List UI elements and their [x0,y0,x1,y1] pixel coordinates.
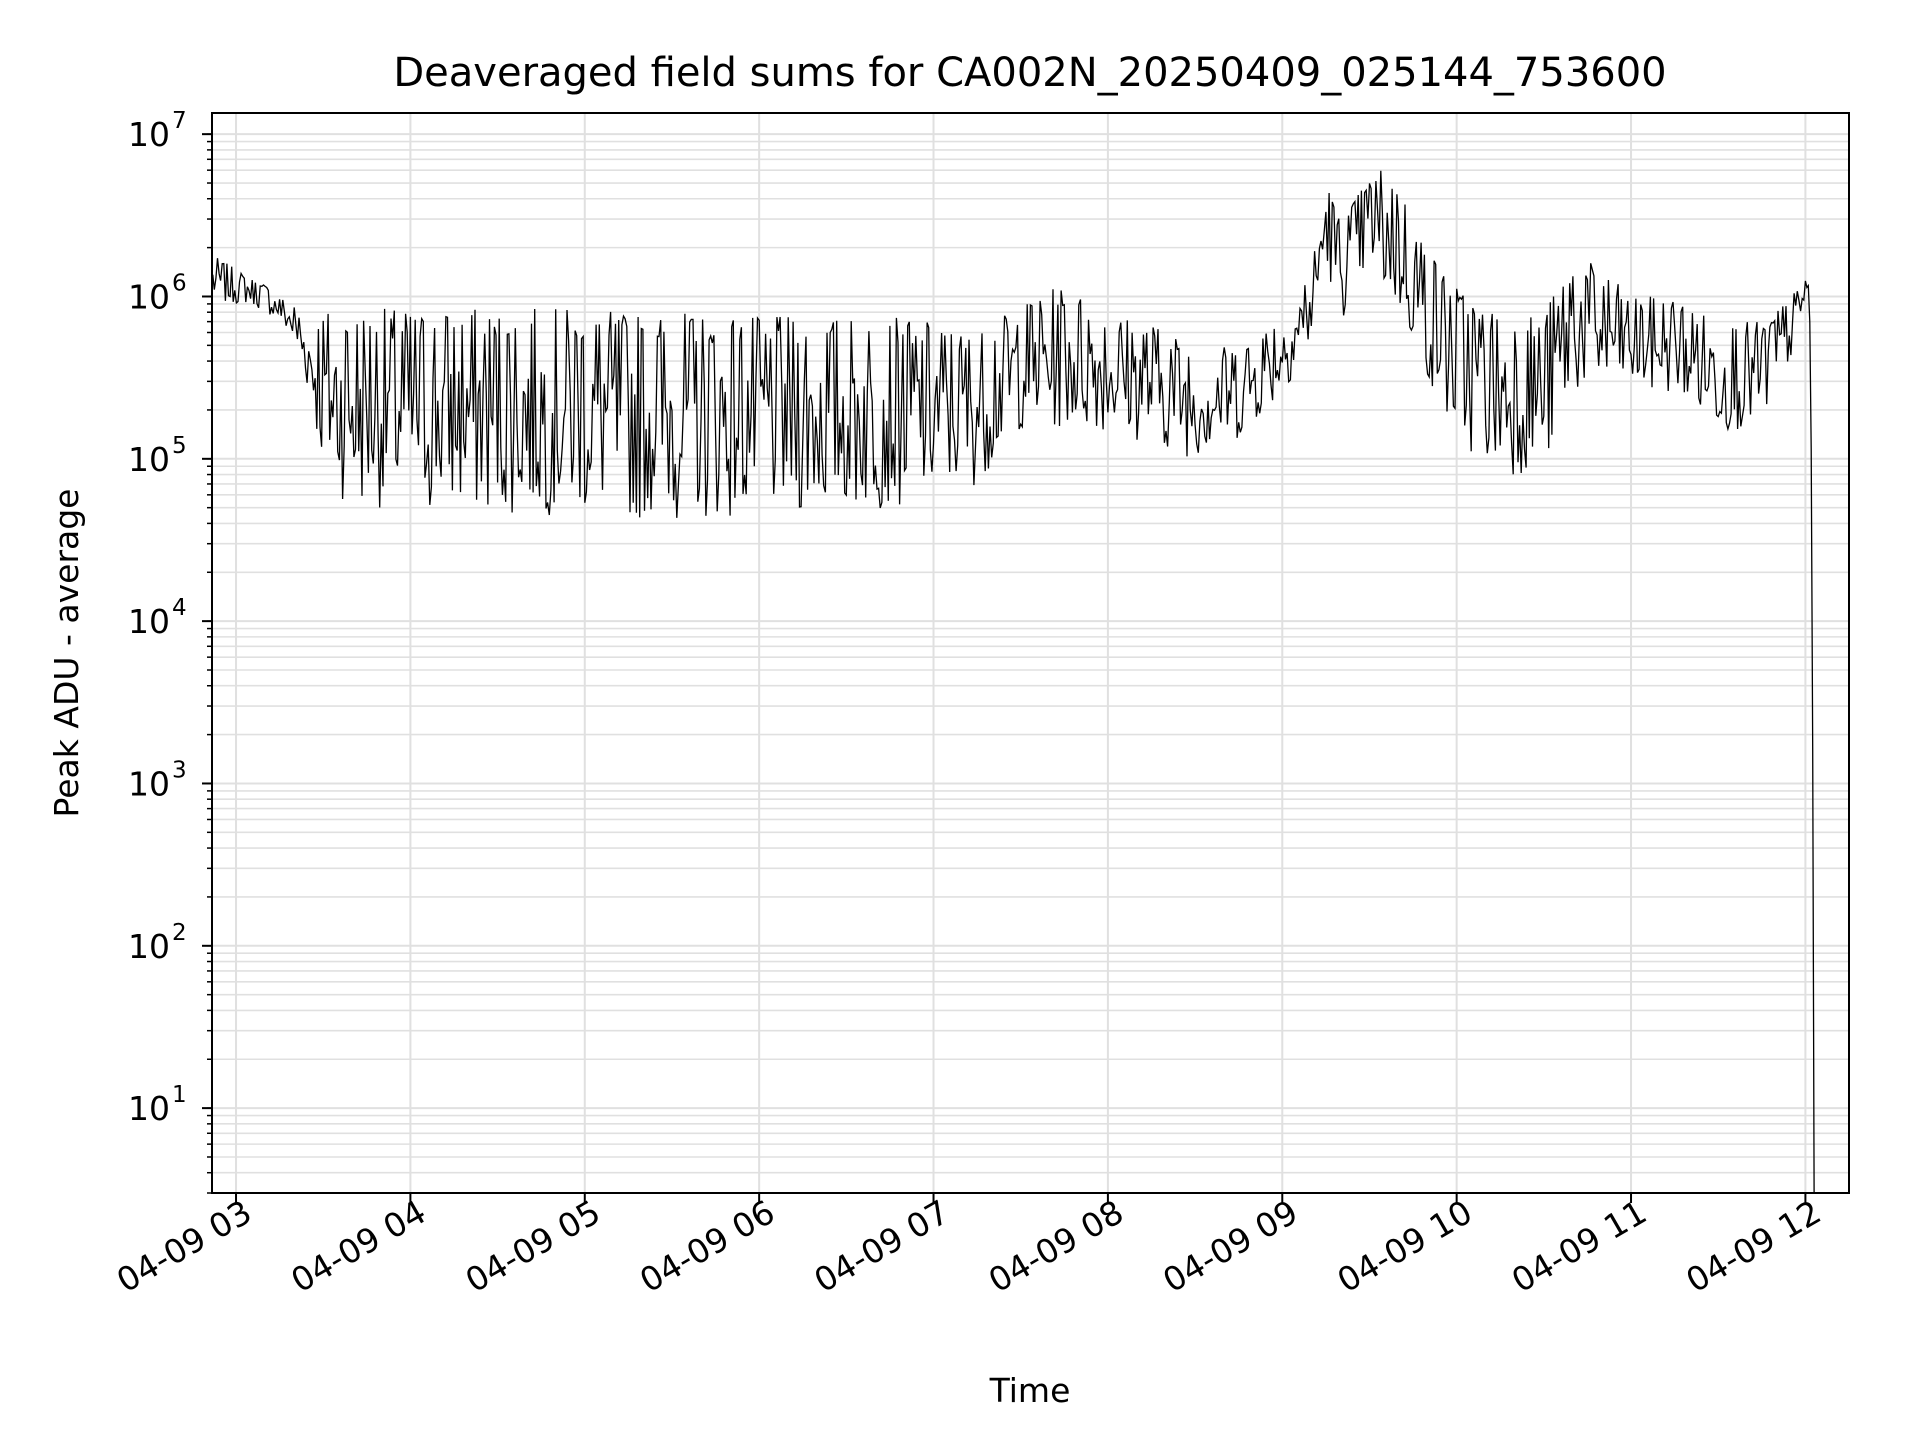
y-tick-exponent: 1 [172,1082,187,1108]
y-tick-label: 10 [128,115,170,154]
y-tick-label: 10 [128,440,170,479]
grid-lines [212,113,1849,1194]
x-axis-label: Time [989,1371,1071,1410]
y-tick-label: 10 [128,927,170,966]
data-line-layer [212,170,1815,1194]
chart-title: Deaveraged field sums for CA002N_2025040… [393,50,1666,96]
y-tick-exponent: 6 [172,270,187,296]
y-tick-label: 10 [128,602,170,641]
y-tick-exponent: 2 [172,920,187,946]
y-tick-exponent: 7 [172,108,187,134]
plot-area-frame [211,112,1850,1194]
data-series-line [212,170,1815,1194]
y-tick-label: 10 [128,764,170,803]
y-tick-exponent: 5 [172,433,187,459]
y-tick-label: 10 [128,1089,170,1128]
y-axis-label: Peak ADU - average [47,489,86,818]
y-tick-exponent: 3 [172,757,187,783]
y-tick-exponent: 4 [172,595,187,621]
y-tick-label: 10 [128,277,170,316]
